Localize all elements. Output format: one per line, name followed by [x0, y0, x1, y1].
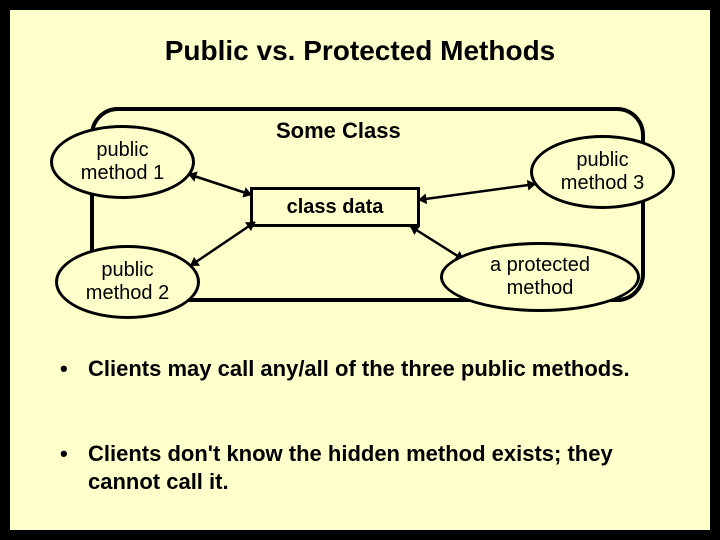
- bullet-2-text: Clients don't know the hidden method exi…: [88, 440, 680, 495]
- bullet-2: • Clients don't know the hidden method e…: [60, 440, 680, 495]
- diagram-area: Some Class class data publicmethod 1 publ…: [30, 90, 690, 330]
- slide-page: Public vs. Protected Methods Some Class …: [10, 10, 710, 530]
- page-title: Public vs. Protected Methods: [10, 35, 710, 67]
- class-label: Some Class: [276, 118, 401, 144]
- node-pm3: publicmethod 3: [530, 135, 675, 209]
- bullet-dot-icon: •: [60, 355, 88, 383]
- bullet-1-text: Clients may call any/all of the three pu…: [88, 355, 630, 383]
- bullet-1: • Clients may call any/all of the three …: [60, 355, 680, 383]
- node-pm2: publicmethod 2: [55, 245, 200, 319]
- node-pm1: publicmethod 1: [50, 125, 195, 199]
- node-prot: a protectedmethod: [440, 242, 640, 312]
- class-data-box: class data: [250, 187, 420, 227]
- bullet-dot-icon: •: [60, 440, 88, 468]
